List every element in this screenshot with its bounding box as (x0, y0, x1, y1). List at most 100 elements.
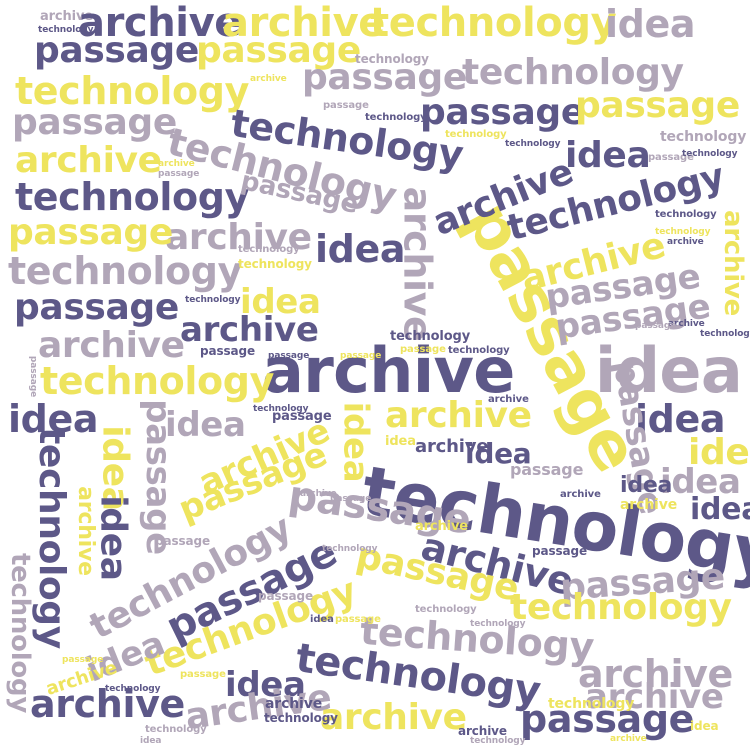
word-idea: idea (565, 135, 651, 176)
word-technology: technology (8, 249, 242, 293)
word-archive: archive (610, 734, 647, 744)
word-passage: passage (335, 614, 381, 625)
word-technology: technology (655, 227, 711, 237)
word-archive: archive (265, 696, 323, 712)
word-idea-large: idea (595, 334, 743, 407)
word-technology: technology (253, 404, 309, 414)
word-technology: technology (415, 604, 477, 615)
word-idea: idea (315, 227, 406, 271)
word-technology: technology (145, 724, 207, 735)
word-archive-large: archive (262, 334, 515, 407)
word-archive: archive (250, 74, 287, 84)
word-passage: passage (62, 655, 104, 665)
word-passage: passage (268, 351, 310, 361)
word-idea: idea (465, 437, 532, 470)
word-archive: archive (15, 140, 162, 181)
word-technology: technology (365, 112, 427, 123)
word-passage: passage (575, 85, 740, 126)
word-archive: archive (30, 682, 185, 726)
word-passage: passage (510, 460, 584, 479)
word-technology: technology (510, 587, 732, 628)
word-archive: archive (578, 652, 733, 696)
word-archive: archive (415, 519, 468, 534)
word-archive: archive (78, 0, 242, 46)
word-technology: technology (238, 244, 300, 255)
word-technology: technology (682, 149, 738, 159)
word-idea: idea (8, 397, 99, 441)
word-passage: passage (330, 494, 372, 504)
word-technology: technology (370, 0, 617, 46)
word-passage: passage (12, 102, 177, 143)
word-archive: archive (300, 489, 337, 499)
word-technology: technology (470, 619, 526, 629)
word-idea: idea (690, 492, 750, 527)
word-archive: archive (385, 395, 532, 436)
word-archive: archive (488, 394, 529, 405)
word-technology: technology (700, 329, 750, 339)
word-archive: archive (180, 310, 319, 350)
word-passage: passage (34, 30, 199, 71)
word-technology: technology (448, 345, 510, 356)
word-technology-vertical: technology (30, 427, 72, 649)
word-idea: idea (310, 614, 334, 625)
word-technology: technology (105, 684, 161, 694)
word-technology: technology (548, 696, 635, 712)
word-technology: technology (185, 295, 241, 305)
word-passage: passage (180, 669, 226, 680)
word-passage: passage (323, 100, 369, 111)
word-passage: passage (635, 321, 677, 331)
word-archive: archive (40, 9, 93, 24)
word-passage: passage (532, 544, 587, 558)
word-idea: idea (635, 397, 726, 441)
word-technology: technology (462, 52, 684, 93)
word-idea: idea (605, 2, 696, 46)
word-technology: technology (355, 52, 429, 66)
word-idea: idea (335, 401, 376, 483)
word-technology: technology (655, 209, 717, 220)
word-idea: idea (690, 719, 719, 733)
word-archive: archive (620, 497, 678, 513)
word-archive: archive (560, 489, 601, 500)
word-technology: technology (40, 359, 274, 403)
word-technology: technology (660, 129, 747, 145)
word-passage: passage (28, 355, 39, 398)
word-archive: archive (585, 677, 724, 717)
word-idea-vertical: idea (92, 495, 134, 581)
word-technology: technology (264, 711, 338, 725)
word-archive: archive (667, 237, 704, 247)
word-archive-vertical: archive (717, 210, 748, 316)
word-passage: passage (200, 344, 255, 358)
word-technology: technology (505, 139, 561, 149)
word-archive: archive (415, 436, 489, 457)
word-technology: technology (15, 175, 249, 219)
word-passage: passage (340, 351, 382, 361)
word-archive-vertical: archive (395, 186, 440, 342)
word-passage: passage (520, 697, 695, 741)
word-technology: technology (445, 129, 507, 140)
word-idea: idea (688, 432, 750, 473)
word-archive: archive (320, 697, 467, 738)
word-idea: idea (165, 405, 246, 445)
word-archive: archive (458, 724, 507, 738)
word-technology: technology (15, 69, 249, 113)
word-passage: passage (14, 287, 179, 328)
word-idea: idea (240, 282, 321, 322)
word-idea: idea (385, 434, 416, 449)
word-archive-vertical: archive (72, 486, 98, 576)
word-technology: technology (238, 257, 312, 271)
word-idea: idea (140, 736, 162, 746)
word-archive: archive (165, 217, 312, 258)
word-technology: technology (38, 25, 94, 35)
word-technology: technology (470, 736, 526, 746)
word-archive: archive (668, 319, 705, 329)
word-technology: technology (322, 544, 378, 554)
word-passage: passage (158, 169, 200, 179)
word-passage: passage (196, 30, 361, 71)
word-archive: archive (222, 0, 386, 46)
word-archive: archive (38, 325, 185, 366)
word-idea: idea (225, 665, 306, 705)
word-passage: passage (302, 57, 467, 98)
word-passage: passage (400, 344, 446, 355)
word-archive: archive (158, 159, 195, 169)
